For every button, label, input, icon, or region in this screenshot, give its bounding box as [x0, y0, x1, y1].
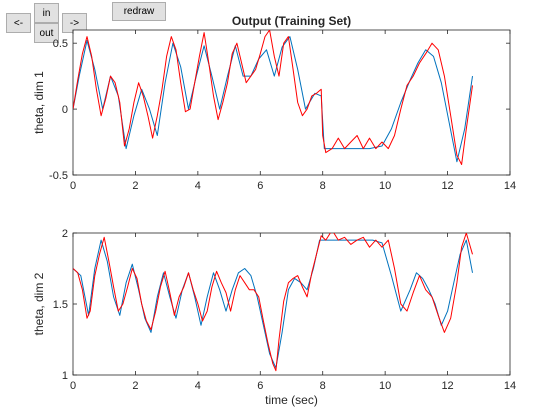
x-tick-label: 2: [132, 180, 138, 192]
y-tick-label: 2: [62, 228, 68, 240]
x-tick-label: 6: [257, 380, 263, 392]
x-tick-label: 0: [70, 180, 76, 192]
axes-box: [72, 232, 511, 376]
x-tick-label: 6: [257, 180, 263, 192]
x-tick-label: 14: [504, 180, 516, 192]
prev-button[interactable]: <-: [6, 13, 31, 33]
x-tick-label: 10: [379, 380, 391, 392]
series-line-2: [73, 233, 473, 372]
y-tick-label: -0.5: [49, 170, 68, 182]
subplot-2: 0 2 4 6 8 10 12 14 1 1.5 2 time (sec) theta, dim 2: [32, 228, 516, 407]
y-tick-label: 0.5: [53, 38, 68, 50]
series-line-1: [73, 239, 473, 369]
redraw-button[interactable]: redraw: [112, 2, 166, 21]
x-tick-label: 4: [195, 180, 201, 192]
x-tick-label: 12: [441, 380, 453, 392]
y-tick-label: 1.5: [53, 299, 68, 311]
x-tick-label: 12: [441, 180, 453, 192]
zoom-out-button[interactable]: out: [34, 23, 59, 43]
zoom-in-button[interactable]: in: [34, 3, 59, 23]
x-tick-label: 8: [320, 380, 326, 392]
y-tick-label: 1: [62, 370, 68, 382]
y-tick-label: 0: [62, 104, 68, 116]
x-tick-label: 4: [195, 380, 201, 392]
y-axis-label: theta, dim 1: [32, 71, 46, 134]
x-tick-label: 0: [70, 380, 76, 392]
chart-title: Output (Training Set): [232, 14, 351, 28]
x-tick-label: 14: [504, 380, 516, 392]
x-tick-label: 10: [379, 180, 391, 192]
x-axis-label: time (sec): [265, 393, 318, 407]
x-tick-label: 8: [320, 180, 326, 192]
y-axis-label: theta, dim 2: [32, 272, 46, 335]
series-line-2: [73, 30, 473, 165]
x-tick-label: 2: [132, 380, 138, 392]
axes-box: [72, 29, 511, 176]
